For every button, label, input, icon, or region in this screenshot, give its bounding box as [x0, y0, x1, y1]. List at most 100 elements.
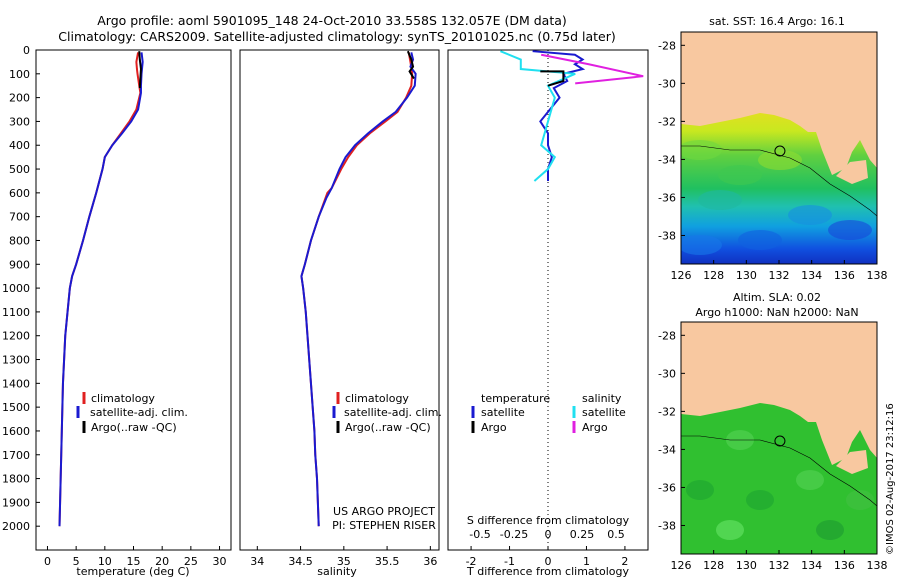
xtick-label: 34: [250, 555, 264, 568]
legend-climatology: climatology: [91, 392, 155, 405]
xtick-label: 5: [73, 555, 80, 568]
legend-argo: Argo(..raw -QC): [91, 421, 177, 434]
diff-legend-sal-argo: Argo: [582, 421, 608, 434]
ytick-label: 2000: [2, 520, 30, 533]
sla-argo-marker: [774, 435, 786, 447]
diff-legend-temp-title: temperature: [481, 392, 550, 405]
ytick-label: 1900: [2, 496, 30, 509]
sla-title: Altim. SLA: 0.02: [733, 291, 821, 304]
map-xtick-label: 126: [671, 559, 692, 572]
ytick-label: 900: [9, 258, 30, 271]
diff-xtick-label: -2: [466, 555, 477, 568]
ytick-label: 1700: [2, 449, 30, 462]
sst-texture: [788, 205, 832, 225]
ytick-label: 1800: [2, 473, 30, 486]
map-xtick-label: 130: [736, 559, 757, 572]
diff-legend-temp-argo: Argo: [481, 421, 507, 434]
xtick-label: 36: [423, 555, 437, 568]
map-ytick-label: -30: [658, 77, 676, 90]
ytick-label: 1200: [2, 330, 30, 343]
sla-island: [836, 450, 868, 474]
diff-series-2: [540, 70, 565, 87]
map-ytick-label: -36: [658, 191, 676, 204]
ytick-label: 300: [9, 115, 30, 128]
diff-xtick-label: 2: [621, 555, 628, 568]
map-ytick-label: -28: [658, 39, 676, 52]
temperature-legend: climatology satellite-adj. clim. Argo(..…: [76, 392, 188, 434]
diff-legend-sal-title: salinity: [582, 392, 622, 405]
sst-texture: [758, 150, 802, 170]
sst-texture: [681, 235, 722, 255]
sst-texture: [738, 230, 782, 250]
sst-island: [836, 160, 868, 184]
map-ytick-label: -36: [658, 481, 676, 494]
map-xtick-label: 136: [834, 269, 855, 282]
map-xtick-label: 128: [703, 269, 724, 282]
sla-texture: [746, 490, 774, 510]
sst-texture: [698, 190, 742, 210]
map-ytick-label: -34: [658, 153, 676, 166]
salinity-panel: 34 34.5 35 35.5 36 salinity climatology sate…: [239, 49, 442, 578]
sla-texture: [796, 470, 824, 490]
ytick-label: 0: [23, 44, 30, 57]
diff-stick-label: 0.25: [570, 528, 595, 541]
sal-legend-argo: Argo(..raw -QC): [345, 421, 431, 434]
map-xtick-label: 132: [769, 269, 790, 282]
sst-title: sat. SST: 16.4 Argo: 16.1: [709, 15, 845, 28]
diff-stick-label: -0.5: [469, 528, 490, 541]
credit: ©IMOS 02-Aug-2017 23:12:16: [885, 403, 896, 555]
sst-texture: [828, 220, 872, 240]
diff-stick-label: 0.5: [607, 528, 625, 541]
sla-map: 126 128 130 132 134 136 138 -28 -30 -32 -34 -36 -38: [658, 321, 888, 572]
project-line1: US ARGO PROJECT: [333, 505, 435, 518]
diff-series-3: [541, 53, 644, 85]
map-xtick-label: 136: [834, 559, 855, 572]
series-temperature-1: [58, 52, 144, 527]
title-line1: Argo profile: aoml 5901095_148 24-Oct-20…: [97, 13, 567, 28]
ytick-label: 500: [9, 163, 30, 176]
series-salinity-1: [300, 52, 417, 527]
sst-texture: [681, 140, 722, 160]
xtick-label: 25: [184, 555, 198, 568]
ytick-label: 1300: [2, 354, 30, 367]
map-xtick-label: 134: [801, 559, 822, 572]
sst-map: 126 128 130 132 134 136 138 -28 -30 -32 -34 -36 -38: [658, 31, 888, 282]
sla-texture: [846, 490, 874, 510]
series-temperature-2: [138, 51, 142, 89]
xtick-label: 15: [127, 555, 141, 568]
map-ytick-label: -30: [658, 367, 676, 380]
map-ytick-label: -34: [658, 443, 676, 456]
temperature-panel: 0 5 10 15 20 25 300100200300400500600700800900…: [2, 44, 232, 578]
xtick-label: 35.5: [375, 555, 400, 568]
title-line2: Climatology: CARS2009. Satellite-adjuste…: [58, 29, 615, 44]
ytick-label: 1400: [2, 377, 30, 390]
diff-legend: temperature satellite Argo salinity sate…: [471, 392, 626, 434]
ytick-label: 1600: [2, 425, 30, 438]
sla-texture: [816, 520, 844, 540]
ytick-label: 100: [9, 68, 30, 81]
difference-panel: -2 -1 0 1 2 -0.5 -0.25 0 0.25 0.5 S difference fr…: [447, 49, 649, 578]
ytick-label: 1500: [2, 401, 30, 414]
map-xtick-label: 138: [867, 269, 888, 282]
sal-legend-satellite: satellite-adj. clim.: [344, 406, 442, 419]
map-xtick-label: 126: [671, 269, 692, 282]
sst-contour: [681, 145, 877, 217]
xtick-label: 30: [213, 555, 227, 568]
sal-legend-climatology: climatology: [345, 392, 409, 405]
map-xtick-label: 134: [801, 269, 822, 282]
ytick-label: 400: [9, 139, 30, 152]
diff-xtick-label: 0: [545, 555, 552, 568]
xtick-label: 20: [155, 555, 169, 568]
temperature-xlabel: temperature (deg C): [76, 565, 189, 578]
xtick-label: 35: [337, 555, 351, 568]
map-ytick-label: -38: [658, 229, 676, 242]
diff-legend-temp-sat: satellite: [481, 406, 525, 419]
salinity-xlabel: salinity: [317, 565, 357, 578]
sst-texture: [718, 165, 762, 185]
map-xtick-label: 128: [703, 559, 724, 572]
diff-s-xlabel: S difference from climatology: [467, 514, 630, 527]
sst-ocean: [681, 113, 877, 264]
map-ytick-label: -32: [658, 115, 676, 128]
ytick-label: 1100: [2, 306, 30, 319]
